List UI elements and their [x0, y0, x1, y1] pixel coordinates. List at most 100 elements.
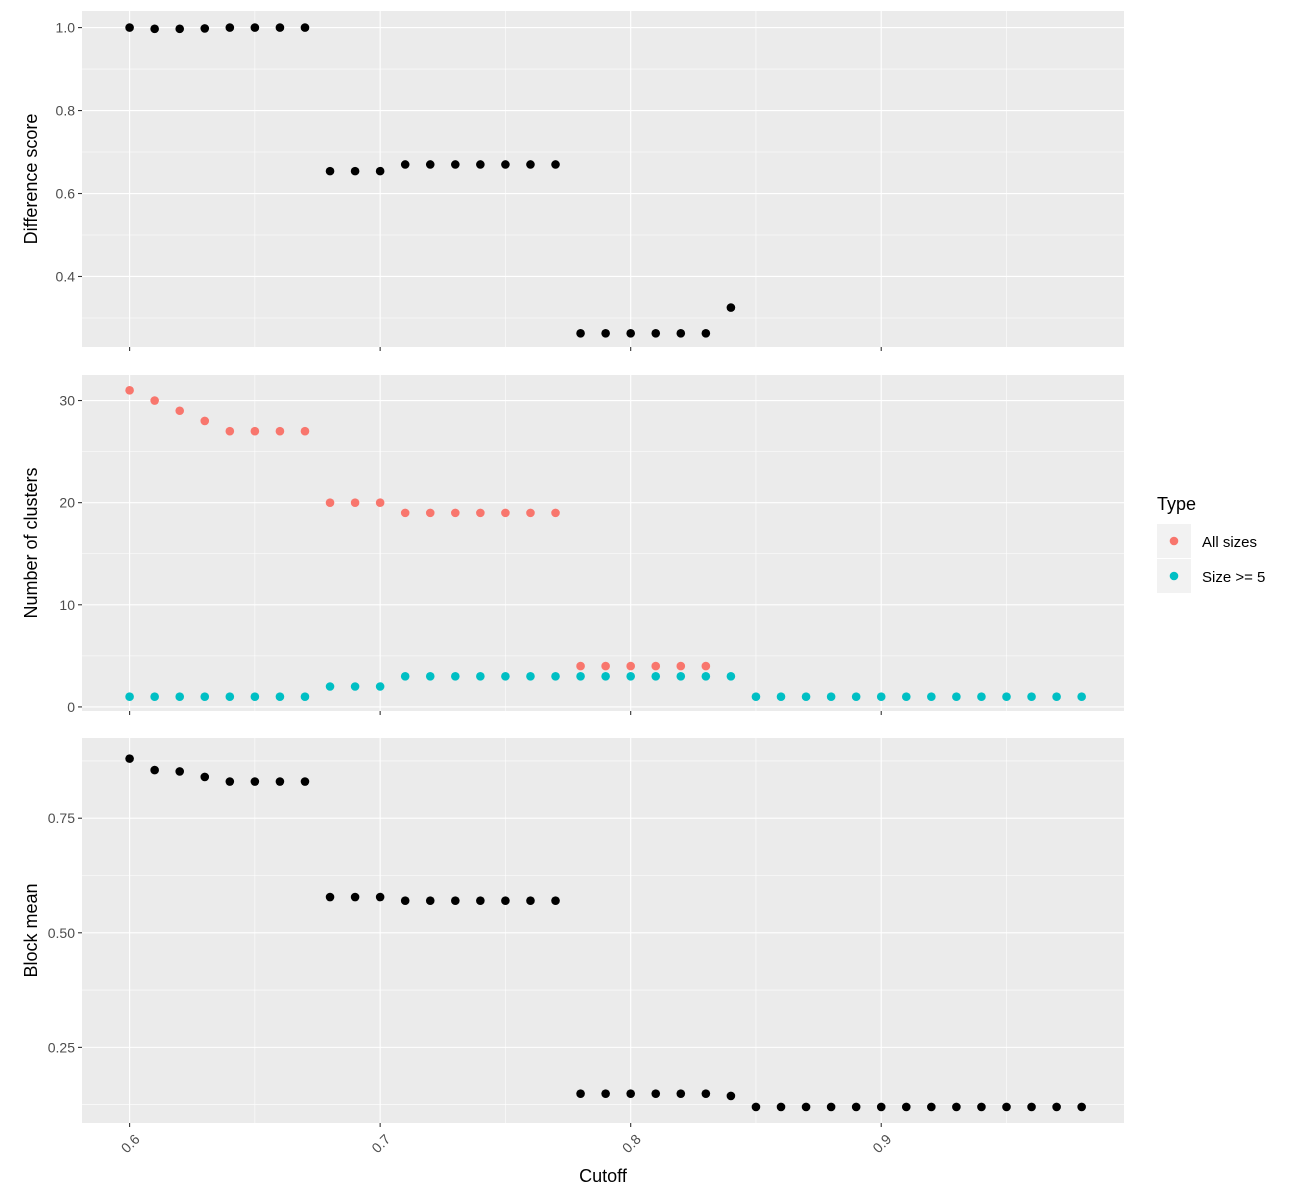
- data-point: [1027, 1102, 1036, 1112]
- data-point: [1052, 1102, 1061, 1112]
- legend-label: All sizes: [1202, 534, 1257, 551]
- data-point: [325, 166, 335, 176]
- data-point: [275, 23, 285, 32]
- y-tick-label: 0: [67, 699, 75, 715]
- data-point: [350, 682, 360, 691]
- data-point: [175, 24, 185, 34]
- data-point: [200, 772, 210, 782]
- data-point: [350, 498, 360, 507]
- data-point: [150, 24, 159, 34]
- data-point: [551, 160, 560, 169]
- data-point: [375, 892, 385, 902]
- data-point: [526, 160, 535, 169]
- y-tick-label: 0.4: [56, 268, 76, 284]
- data-point: [175, 692, 185, 702]
- panels: 0.4 0.6 0.8 1.0 Difference score 0 10 20 30 Numbe…: [21, 11, 1124, 1156]
- y-tick-label: 0.25: [48, 1039, 75, 1055]
- data-point: [275, 426, 285, 436]
- data-point: [375, 498, 385, 507]
- data-point: [175, 767, 185, 776]
- legend-key-point: [1169, 571, 1179, 581]
- data-point: [901, 1102, 911, 1112]
- legend-label: Size >= 5: [1202, 569, 1265, 586]
- panel-3: 0.25 0.50 0.75 Block mean: [21, 738, 1124, 1127]
- x-tick-label: 0.9: [869, 1131, 894, 1156]
- data-point: [1027, 692, 1036, 702]
- data-point: [801, 1102, 811, 1112]
- data-point: [626, 1089, 635, 1098]
- data-point: [651, 661, 661, 671]
- x-tick-label: 0.7: [368, 1131, 393, 1156]
- y-tick-label: 0.8: [56, 103, 76, 119]
- data-point: [350, 166, 360, 176]
- data-point: [250, 23, 260, 32]
- data-point: [200, 692, 210, 702]
- points: [125, 386, 1086, 702]
- data-point: [1077, 1102, 1086, 1112]
- data-point: [601, 329, 610, 338]
- data-point: [526, 508, 535, 518]
- data-point: [451, 671, 460, 681]
- data-point: [501, 160, 510, 169]
- data-point: [451, 508, 460, 518]
- y-tick-label: 0.75: [48, 810, 75, 826]
- data-point: [501, 671, 510, 681]
- data-point: [776, 1102, 786, 1112]
- x-tick-label: 0.6: [118, 1131, 143, 1156]
- data-point: [125, 692, 134, 702]
- data-point: [977, 692, 986, 702]
- data-point: [275, 692, 285, 702]
- data-point: [400, 508, 410, 518]
- data-point: [400, 671, 410, 681]
- data-point: [726, 303, 736, 312]
- y-tick-label: 20: [59, 495, 75, 511]
- data-point: [425, 160, 435, 169]
- data-point: [1002, 692, 1011, 702]
- data-point: [626, 671, 635, 681]
- data-point: [200, 24, 210, 33]
- data-point: [275, 777, 285, 786]
- data-point: [851, 692, 861, 702]
- data-point: [576, 671, 585, 681]
- data-point: [200, 416, 210, 426]
- data-point: [451, 160, 460, 169]
- data-point: [225, 426, 235, 436]
- data-point: [651, 1089, 661, 1098]
- y-tick-label: 0.6: [56, 186, 76, 202]
- data-point: [826, 692, 836, 702]
- legend-title: Type: [1157, 494, 1196, 514]
- data-point: [125, 754, 134, 763]
- data-point: [225, 692, 235, 702]
- data-point: [701, 1089, 711, 1098]
- data-point: [300, 692, 310, 702]
- data-point: [501, 508, 510, 518]
- data-point: [651, 671, 661, 681]
- legend-item: All sizes: [1157, 524, 1257, 558]
- data-point: [526, 671, 535, 681]
- y-tick-label: 0.50: [48, 925, 75, 941]
- data-point: [601, 671, 610, 681]
- data-point: [150, 396, 159, 405]
- y-axis-title: Difference score: [21, 114, 41, 245]
- legend-items: All sizes Size >= 5: [1157, 524, 1265, 593]
- data-point: [425, 896, 435, 906]
- data-point: [927, 1102, 936, 1112]
- data-point: [225, 23, 235, 32]
- data-point: [701, 661, 711, 671]
- data-point: [701, 329, 711, 338]
- data-point: [726, 1091, 736, 1101]
- data-point: [400, 896, 410, 906]
- data-point: [350, 892, 360, 902]
- panel-background: [82, 375, 1124, 711]
- data-point: [225, 777, 235, 786]
- data-point: [125, 386, 134, 395]
- data-point: [1077, 692, 1086, 702]
- data-point: [476, 671, 485, 681]
- legend: Type All sizes Size >= 5: [1157, 494, 1265, 593]
- data-point: [476, 896, 485, 906]
- data-point: [826, 1102, 836, 1112]
- points: [125, 23, 736, 338]
- data-point: [425, 671, 435, 681]
